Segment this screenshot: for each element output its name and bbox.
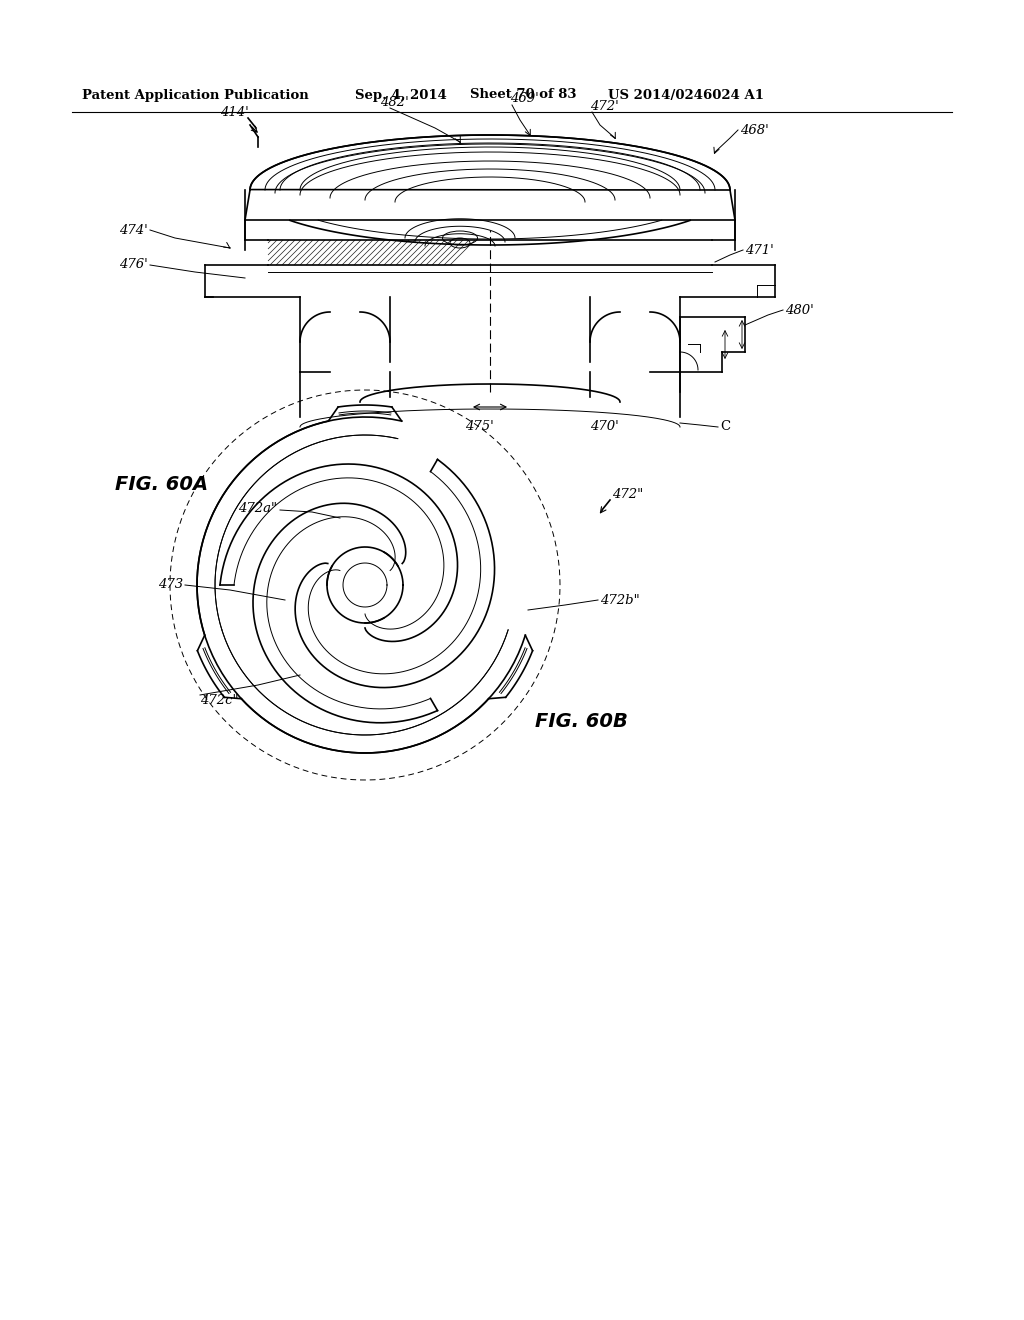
Text: FIG. 60B: FIG. 60B — [535, 711, 628, 731]
Text: 474': 474' — [119, 223, 148, 236]
Text: US 2014/0246024 A1: US 2014/0246024 A1 — [608, 88, 764, 102]
Text: 472a": 472a" — [238, 502, 278, 515]
Text: 471': 471' — [745, 243, 774, 256]
Text: FIG. 60A: FIG. 60A — [115, 475, 208, 494]
Text: 472": 472" — [612, 488, 643, 502]
Text: 469': 469' — [510, 92, 539, 106]
Text: 472c": 472c" — [200, 693, 239, 706]
Text: Sheet 70 of 83: Sheet 70 of 83 — [470, 88, 577, 102]
Text: Sep. 4, 2014: Sep. 4, 2014 — [355, 88, 446, 102]
Text: 475': 475' — [465, 421, 494, 433]
Text: Patent Application Publication: Patent Application Publication — [82, 88, 309, 102]
Text: 472': 472' — [590, 100, 618, 114]
Text: 480': 480' — [785, 304, 814, 317]
Text: 472b": 472b" — [600, 594, 640, 606]
Text: C: C — [720, 421, 730, 433]
Text: 468': 468' — [740, 124, 769, 136]
Text: 482': 482' — [380, 96, 409, 110]
Text: 414': 414' — [220, 107, 249, 120]
Text: 476': 476' — [119, 259, 148, 272]
Text: 470': 470' — [590, 421, 618, 433]
Text: 473: 473 — [158, 578, 183, 591]
